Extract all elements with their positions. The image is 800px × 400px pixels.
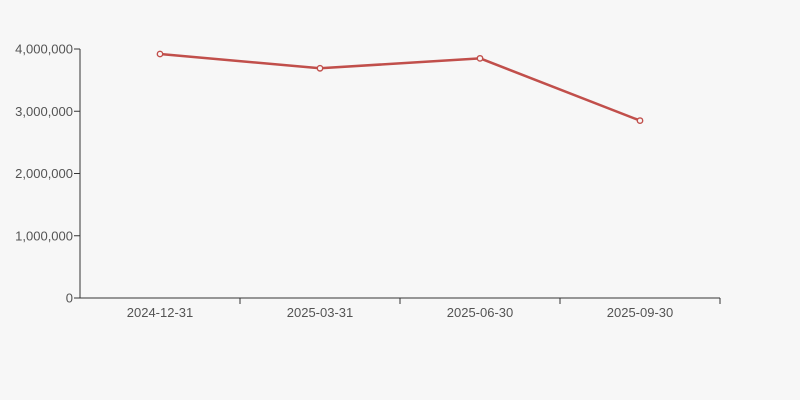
data-point-marker — [636, 117, 644, 124]
data-point-marker — [316, 64, 324, 72]
series-line — [158, 52, 642, 122]
data-point-marker — [156, 50, 164, 58]
y-axis-tick-label: 0 — [66, 291, 73, 306]
y-axis-tick-label: 2,000,000 — [15, 166, 73, 181]
y-axis-tick-label: 4,000,000 — [15, 42, 73, 57]
x-axis-tick-label: 2025-09-30 — [607, 305, 674, 320]
y-axis-tick-label: 3,000,000 — [15, 104, 73, 119]
x-axis-tick-label: 2025-03-31 — [287, 305, 354, 320]
y-axis-tick-label: 1,000,000 — [15, 228, 73, 243]
x-axis-tick-label: 2024-12-31 — [127, 305, 194, 320]
x-axis-tick-label: 2025-06-30 — [447, 305, 514, 320]
data-point-marker — [476, 54, 484, 62]
